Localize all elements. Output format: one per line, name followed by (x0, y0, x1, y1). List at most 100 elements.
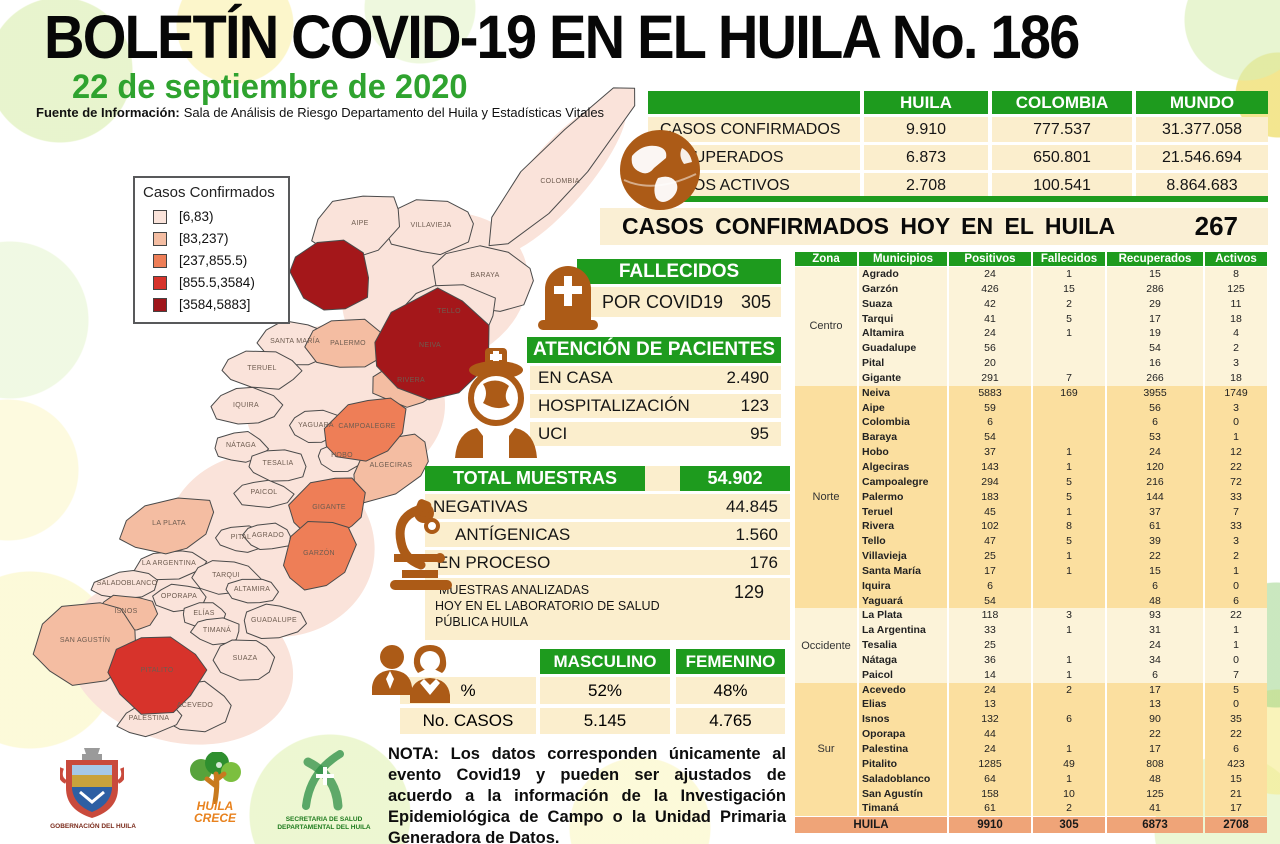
municipio-value: 17 (1107, 742, 1203, 757)
table-row: Agrado 24 1 15 8 (859, 267, 1267, 282)
header-municipios: Municipios (859, 252, 947, 266)
cell-value: 100.541 (992, 173, 1132, 198)
municipio-value: 3 (1033, 608, 1105, 624)
table-row: Pitalito 1285 49 808 423 (859, 756, 1267, 772)
municipio-value: 10 (1033, 786, 1105, 802)
municipio-name: Elias (859, 697, 947, 713)
legend-label: [855.5,3584) (179, 275, 255, 290)
row-label: EN PROCESO (437, 552, 551, 572)
municipio-value: 31 (1107, 623, 1203, 639)
genero-row2-label: No. CASOS (400, 708, 536, 734)
table-row: Nátaga 36 1 34 0 (859, 652, 1267, 668)
map-region-paicol (233, 479, 295, 508)
table-row: Tarqui 41 5 17 18 (859, 311, 1267, 327)
municipio-name: Isnos (859, 712, 947, 728)
municipio-name: Altamira (859, 326, 947, 342)
municipio-value: 25 (949, 549, 1031, 564)
summary-row-activos: CASOS ACTIVOS 2.708 100.541 8.864.683 (648, 173, 1268, 198)
analizadas-line3: PÚBLICA HUILA (435, 615, 529, 629)
source-text: Sala de Análisis de Riesgo Departamento … (183, 105, 605, 120)
atencion-row-hospitalizacion: HOSPITALIZACIÓN 123 (530, 394, 781, 418)
today-confirmed-value: 267 (1194, 211, 1238, 241)
municipio-value: 4 (1205, 326, 1267, 342)
total-label: HUILA (795, 817, 947, 834)
municipios-table-header: Zona Municipios Positivos Fallecidos Rec… (795, 252, 1267, 266)
municipio-value: 47 (949, 534, 1031, 550)
table-row: San Agustín 158 10 125 21 (859, 786, 1267, 802)
municipio-name: Pital (859, 356, 947, 371)
municipio-value: 45 (949, 504, 1031, 520)
map-label: ACEVEDO (177, 702, 214, 709)
map-label: LA PLATA (152, 520, 186, 527)
municipio-value: 6 (1107, 415, 1203, 431)
row-label: NEGATIVAS (433, 496, 528, 516)
table-row: La Argentina 33 1 31 1 (859, 623, 1267, 639)
legend-title: Casos Confirmados (143, 184, 275, 201)
municipio-value: 72 (1205, 474, 1267, 490)
municipio-name: Hobo (859, 445, 947, 460)
map-label: TERUEL (247, 365, 276, 372)
map-label: OPORAPA (161, 593, 197, 600)
municipio-value: 169 (1033, 385, 1105, 401)
summary-header-huila: HUILA (864, 91, 988, 114)
municipio-value: 44 (949, 727, 1031, 742)
municipio-name: Oporapa (859, 727, 947, 742)
municipio-value: 3955 (1107, 385, 1203, 401)
today-confirmed-strip: CASOS CONFIRMADOS HOY EN EL HUILA 267 (600, 208, 1268, 245)
header-recuperados: Recuperados (1107, 252, 1203, 266)
municipio-name: Saladoblanco (859, 771, 947, 787)
municipio-value (1033, 578, 1105, 594)
summary-header-empty (648, 91, 860, 114)
map-label: TESALIA (263, 460, 294, 467)
genero-row1-masc: 52% (540, 677, 670, 704)
municipio-name: Tello (859, 534, 947, 550)
municipios-table: Zona Municipios Positivos Fallecidos Rec… (795, 252, 1267, 834)
nota-text: NOTA: Los datos corresponden únicamente … (388, 745, 786, 844)
map-label: SALADOBLANCO (97, 580, 158, 587)
municipio-value: 3 (1205, 534, 1267, 550)
table-row: Baraya 54 53 1 (859, 430, 1267, 446)
municipio-value: 13 (949, 697, 1031, 713)
gobernacion-crest-logo (60, 748, 124, 818)
municipio-name: Villavieja (859, 549, 947, 564)
municipio-value: 6 (1033, 712, 1105, 728)
gobernacion-caption: GOBERNACIÓN DEL HUILA (50, 823, 136, 830)
municipio-name: Algeciras (859, 459, 947, 475)
municipio-value: 0 (1205, 697, 1267, 713)
table-row: Tello 47 5 39 3 (859, 534, 1267, 550)
row-label: HOSPITALIZACIÓN (538, 396, 690, 415)
legend-swatch (153, 275, 167, 290)
municipio-value: 125 (1107, 786, 1203, 802)
municipio-value (1033, 415, 1105, 431)
header-zona: Zona (795, 252, 857, 266)
municipio-name: Neiva (859, 385, 947, 401)
municipio-value: 17 (949, 563, 1031, 579)
map-region-agrado (241, 522, 291, 550)
zone-block-sur: Sur Acevedo 24 2 17 5 Elias 13 13 0 Isnos 132 6 90 35 O… (795, 682, 1267, 817)
municipio-value: 1 (1033, 267, 1105, 282)
fallecidos-label: POR COVID19 (602, 291, 724, 312)
row-label: EN CASA (538, 368, 613, 387)
municipio-value: 90 (1107, 712, 1203, 728)
municipio-value: 56 (1107, 400, 1203, 416)
municipio-value: 1 (1033, 667, 1105, 683)
table-row: Guadalupe 56 54 2 (859, 341, 1267, 357)
table-row: Suaza 42 2 29 11 (859, 296, 1267, 312)
municipio-name: Palermo (859, 489, 947, 505)
municipio-name: Gigante (859, 370, 947, 386)
municipio-value: 2 (1033, 682, 1105, 698)
municipio-name: Colombia (859, 415, 947, 431)
municipio-value: 1 (1033, 326, 1105, 342)
map-region-teruel (221, 350, 303, 390)
map-region-pitalito (107, 636, 208, 715)
municipio-value: 15 (1033, 281, 1105, 297)
cell-value: 650.801 (992, 145, 1132, 170)
municipio-value: 291 (949, 370, 1031, 386)
municipio-value: 16 (1107, 356, 1203, 371)
municipio-value: 7 (1033, 370, 1105, 386)
table-row: Aipe 59 56 3 (859, 400, 1267, 416)
municipio-value: 35 (1205, 712, 1267, 728)
municipios-total-row: HUILA 9910 305 6873 2708 (795, 817, 1267, 834)
map-label: AGRADO (252, 532, 284, 539)
muestras-total: 54.902 (680, 466, 790, 491)
